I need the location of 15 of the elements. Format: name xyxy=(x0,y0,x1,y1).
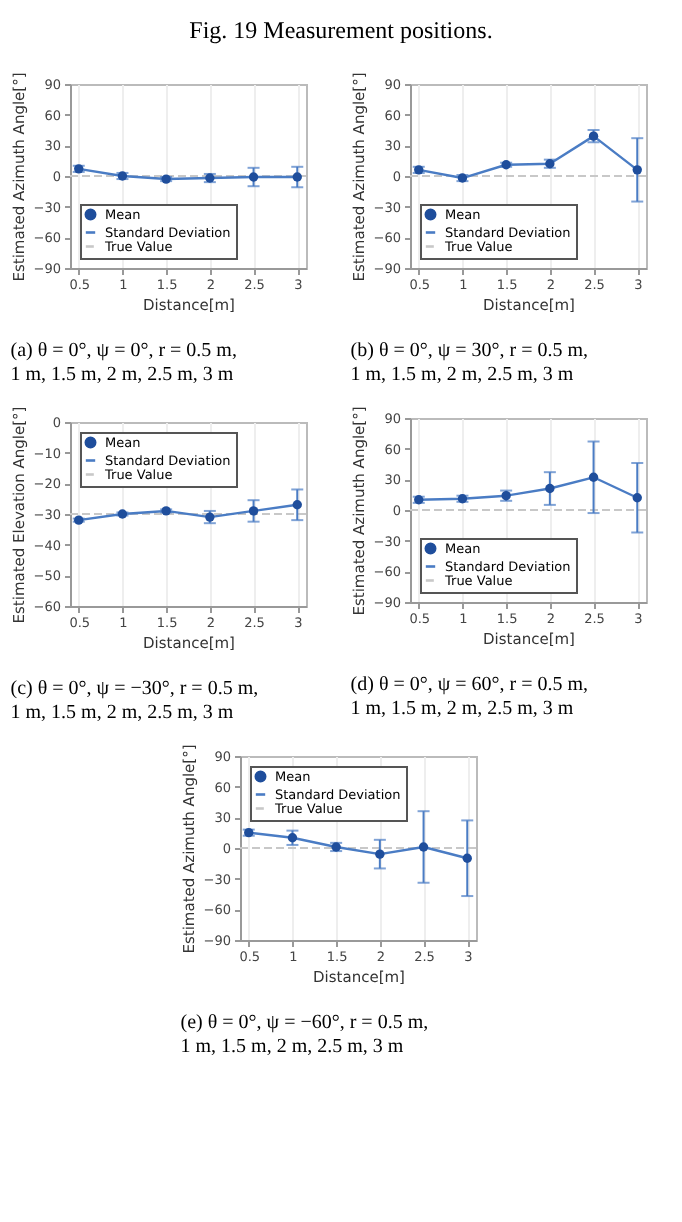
caption: Fig. 19 Measurement positions. xyxy=(187,16,495,46)
point xyxy=(587,472,598,482)
text: (b) θ = 0°, ψ = 30°, r = 0.5 m, 1 m, 1.5 m, 2 m, 2.5 m, 3 m xyxy=(349,340,588,386)
point xyxy=(631,493,641,503)
text: (a) θ = 0°, ψ = 0°, r = 0.5 m, 1 m, 1.5 m, 2 m, 2.5 m, 3 m xyxy=(9,340,236,386)
text: (d) θ = 0°, ψ = 60°, r = 0.5 m, 1 m, 1.5 m, 2 m, 2.5 m, 3 m xyxy=(349,674,588,720)
point xyxy=(374,849,384,859)
point xyxy=(291,500,301,510)
text: (c) θ = 0°, ψ = −30°, r = 0.5 m, 1 m, 1.5 m, 2 m, 2.5 m, 3 m xyxy=(9,678,258,724)
point xyxy=(461,853,471,863)
text: (e) θ = 0°, ψ = −60°, r = 0.5 m, 1 m, 1.5 m, 2 m, 2.5 m, 3 m xyxy=(179,1012,428,1058)
point xyxy=(247,506,258,516)
point xyxy=(417,842,428,852)
point xyxy=(544,483,554,494)
point xyxy=(631,165,641,175)
